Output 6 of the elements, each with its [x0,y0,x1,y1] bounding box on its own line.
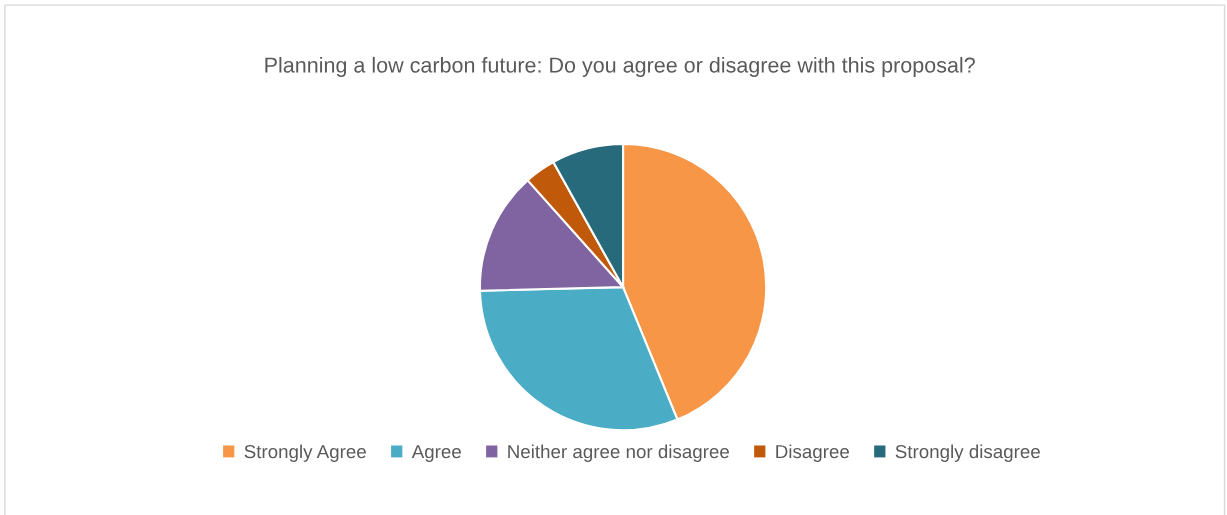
legend-label: Disagree [776,444,849,462]
legend-label: Strongly disagree [895,444,1040,462]
legend-label: Agree [411,445,461,462]
legend-label: Neither agree nor disagree [508,444,729,462]
chart-title: Planning a low carbon future: Do you agree or disagree with this proposal? [265,56,975,77]
legend-label: Strongly Agree [244,444,366,462]
